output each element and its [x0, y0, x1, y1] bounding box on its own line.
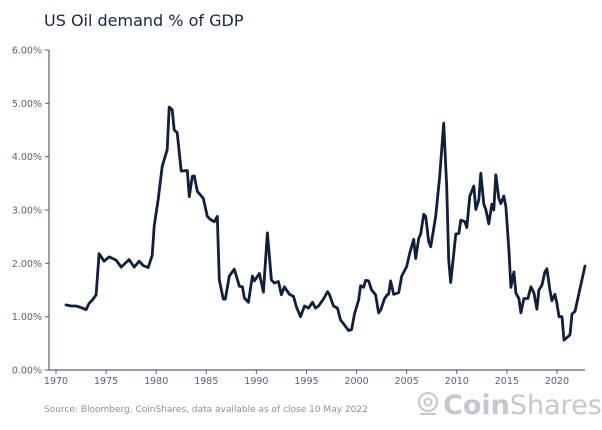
y-tick-label: 3.00% — [12, 206, 42, 217]
x-tick-label: 1985 — [194, 376, 218, 387]
y-tick-label: 4.00% — [12, 152, 42, 163]
y-tick-label: 2.00% — [12, 259, 42, 270]
x-axis: 1970 1975 1980 1985 1990 1995 2000 2005 2010 2015… — [44, 369, 585, 387]
y-tick-label: 0.00% — [12, 366, 42, 377]
y-tick-label: 5.00% — [12, 99, 42, 110]
x-tick-label: 2000 — [344, 376, 368, 387]
x-tick-label: 2015 — [495, 376, 519, 387]
x-tick-label: 2010 — [445, 376, 469, 387]
source-note: Source: Bloomberg, CoinShares, data avai… — [44, 405, 368, 415]
y-axis: 0.00% 1.00% 2.00% 3.00% 4.00% 5.00% 6.00% — [12, 46, 50, 377]
series-line — [64, 105, 587, 342]
x-tick-label: 2020 — [545, 376, 569, 387]
x-tick-label: 2005 — [395, 376, 419, 387]
y-tick-label: 1.00% — [12, 312, 42, 323]
logo-icon — [418, 392, 438, 415]
coinshares-logo: CoinShares — [418, 390, 602, 421]
logo-text: CoinShares — [443, 390, 602, 421]
x-tick-label: 1975 — [94, 376, 118, 387]
y-tick-label: 6.00% — [12, 46, 42, 57]
x-tick-label: 1995 — [294, 376, 318, 387]
x-tick-label: 1970 — [44, 376, 68, 387]
x-tick-label: 1990 — [244, 376, 268, 387]
chart-title: US Oil demand % of GDP — [44, 11, 244, 30]
x-tick-label: 1980 — [144, 376, 168, 387]
